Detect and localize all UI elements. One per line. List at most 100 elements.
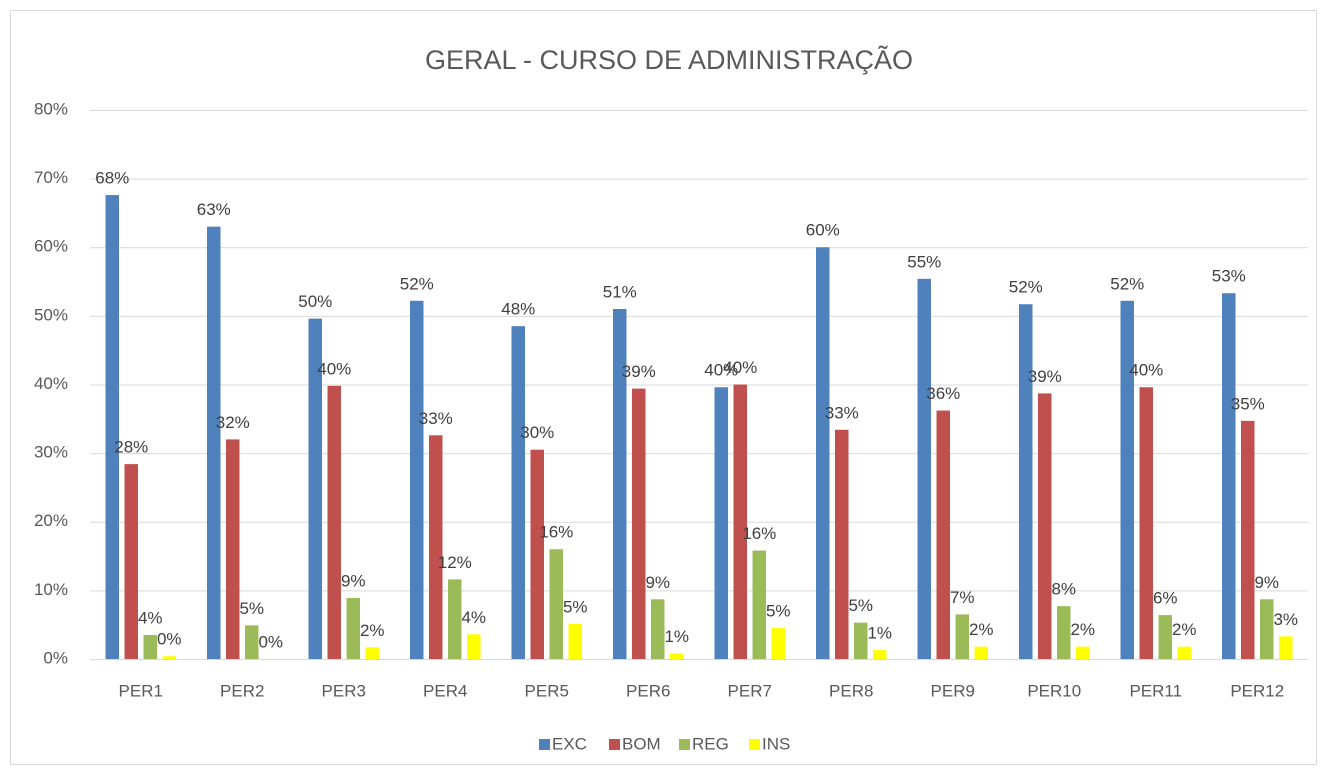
x-tick-label: PER7 [728,681,772,700]
bar [327,385,341,659]
bar [835,429,849,659]
bar [816,247,830,659]
value-label: 2% [1070,620,1095,639]
bar [936,410,950,659]
y-tick-label: 50% [34,305,68,324]
value-label: 68% [95,169,129,188]
value-label: 28% [114,438,148,457]
value-label: 1% [867,624,892,643]
value-label: 32% [216,413,250,432]
x-tick-label: PER10 [1027,681,1081,700]
value-label: 40% [1129,361,1163,380]
legend-swatch [539,739,550,750]
value-label: 36% [926,384,960,403]
value-label: 12% [438,553,472,572]
x-tick-label: PER3 [322,681,366,700]
bar [733,384,747,659]
value-label: 5% [563,597,588,616]
value-label: 33% [419,409,453,428]
x-tick-label: PER1 [119,681,163,700]
value-label: 52% [400,274,434,293]
value-label: 40% [704,361,738,380]
y-tick-label: 0% [43,648,68,667]
x-tick-label: PER12 [1230,681,1284,700]
value-label: 5% [766,602,791,621]
bar [1139,387,1153,659]
bar [1038,393,1052,659]
bar [530,449,544,659]
bar [162,656,176,659]
value-label: 3% [1273,610,1298,629]
bar [1019,304,1033,659]
value-label: 39% [1028,367,1062,386]
bar [1222,293,1236,659]
bar [714,387,728,659]
bar [410,300,424,659]
bar [955,614,969,659]
x-tick-label: PER11 [1129,681,1182,700]
value-label: 16% [742,524,776,543]
bar [1057,606,1071,659]
value-label: 53% [1212,267,1246,286]
bar [632,388,646,659]
bar [771,628,785,659]
value-label: 52% [1110,274,1144,293]
bar [1177,646,1191,659]
bar [670,653,684,659]
value-label: 9% [1254,573,1279,592]
y-tick-label: 80% [34,99,68,118]
y-tick-label: 60% [34,237,68,256]
bar [226,439,240,659]
value-label: 4% [461,608,486,627]
value-label: 0% [157,630,182,649]
value-label: 51% [603,282,637,301]
value-label: 16% [539,523,573,542]
bar [651,599,665,659]
bar [245,625,259,659]
value-label: 9% [341,571,366,590]
value-label: 7% [950,588,975,607]
value-label: 63% [197,200,231,219]
legend-swatch [749,739,760,750]
bar [124,464,138,659]
bar [568,624,582,659]
x-tick-label: PER8 [829,681,873,700]
value-label: 60% [806,221,840,240]
value-label: 4% [138,608,163,627]
bar [1279,636,1293,659]
value-label: 2% [360,621,385,640]
y-tick-label: 20% [34,511,68,530]
chart-title: GERAL - CURSO DE ADMINISTRAÇÃO [425,44,913,75]
bar [549,549,563,659]
bar [1158,615,1172,659]
value-label: 33% [825,403,859,422]
bar [429,435,443,659]
value-label: 30% [520,423,554,442]
value-label: 2% [1172,620,1197,639]
bar [752,550,766,659]
value-label: 0% [258,632,283,651]
bar [105,195,119,659]
bar [1260,599,1274,659]
bar [448,579,462,659]
legend-label: BOM [622,734,661,753]
value-label: 52% [1009,278,1043,297]
value-label: 40% [723,358,757,377]
bar [467,634,481,659]
x-tick-label: PER5 [525,681,569,700]
bar [1241,420,1255,659]
y-tick-label: 40% [34,374,68,393]
bar [308,318,322,659]
value-label: 55% [907,252,941,271]
bar [917,278,931,659]
value-label: 5% [848,596,873,615]
y-tick-label: 70% [34,168,68,187]
bar [873,650,887,659]
value-label: 35% [1231,394,1265,413]
value-label: 6% [1153,589,1178,608]
value-label: 48% [501,300,535,319]
bar [1076,646,1090,659]
legend-swatch [679,739,690,750]
value-label: 50% [298,292,332,311]
